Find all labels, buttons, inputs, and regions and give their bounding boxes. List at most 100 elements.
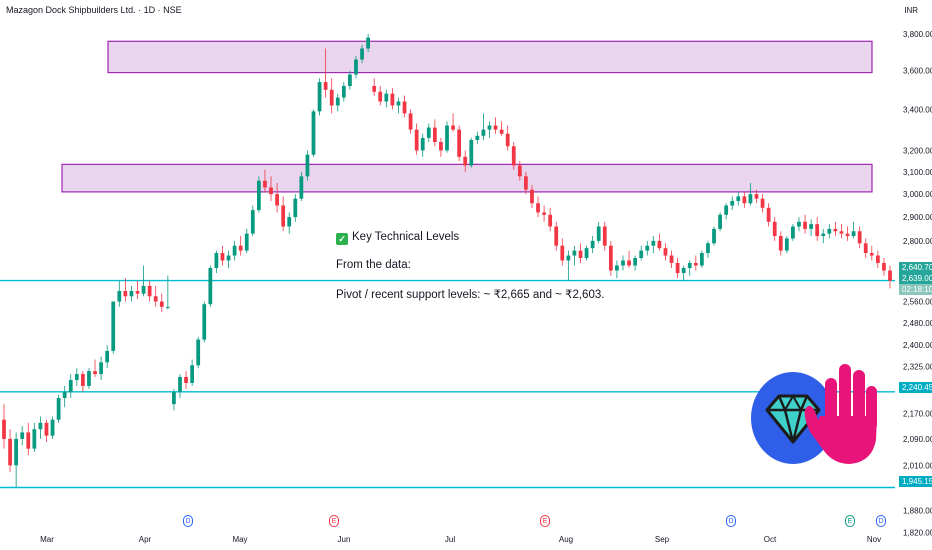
annotation-heading: Key Technical Levels: [352, 231, 460, 243]
candle-body: [432, 127, 437, 143]
event-marker[interactable]: E: [329, 515, 339, 527]
candle-body: [390, 93, 395, 106]
candle-body: [457, 129, 462, 157]
candle-body: [627, 260, 631, 266]
x-axis: Mar Apr May Jun Jul Aug Sep Oct Nov: [40, 535, 881, 544]
candle-body: [748, 194, 753, 204]
y-tick-label: 2,800.00: [903, 237, 932, 246]
candle-body: [590, 240, 595, 249]
x-tick-label: Jun: [338, 535, 351, 544]
event-marker[interactable]: E: [540, 515, 550, 527]
candle-body: [153, 296, 158, 302]
candle-body: [730, 200, 735, 206]
candle-body: [335, 97, 340, 106]
event-marker[interactable]: D: [876, 515, 886, 527]
candle-body: [803, 221, 807, 229]
candle-body: [524, 176, 528, 190]
y-tick-label: 3,800.00: [903, 30, 932, 39]
candle-body: [615, 265, 619, 271]
candle-body: [754, 194, 759, 199]
candle-body: [263, 180, 267, 188]
event-marker[interactable]: D: [726, 515, 736, 527]
candle-body: [542, 212, 546, 215]
candle-body: [536, 203, 540, 213]
x-tick-label: Oct: [764, 535, 777, 544]
candle-body: [481, 129, 486, 136]
candle-body: [159, 301, 164, 307]
event-marker[interactable]: D: [183, 515, 193, 527]
candle-body: [184, 376, 188, 383]
candle-body: [26, 432, 31, 449]
annotation-heading-row: ✓ Key Technical Levels: [336, 231, 459, 245]
candle-body: [141, 285, 146, 294]
candle-body: [50, 419, 55, 436]
y-tick-label: 2,400.00: [903, 341, 932, 350]
candle-body: [111, 301, 116, 351]
candle-body: [68, 379, 73, 392]
x-tick-label: Sep: [655, 535, 670, 544]
x-tick-label: Apr: [139, 535, 152, 544]
candle-body: [408, 113, 413, 130]
candles: [2, 34, 892, 488]
candle-body: [578, 250, 583, 259]
x-tick-label: Jul: [445, 535, 455, 544]
candle-body: [875, 255, 880, 263]
x-tick-label: Aug: [559, 535, 573, 544]
event-marker[interactable]: E: [845, 515, 855, 527]
y-tick-label: 1,880.00: [903, 507, 932, 516]
candle-body: [681, 267, 686, 274]
candle-body: [244, 233, 249, 251]
candle-body: [348, 74, 352, 86]
candle-body: [475, 135, 480, 140]
candle-body: [845, 233, 850, 237]
y-tick-label: 2,170.00: [903, 409, 932, 418]
candle-body: [633, 258, 638, 266]
candle-body: [105, 350, 110, 363]
candle-body: [693, 262, 698, 266]
candle-body: [699, 253, 704, 266]
candle-body: [772, 221, 777, 237]
candle-body: [238, 245, 243, 251]
candle-body: [372, 85, 377, 92]
candle-body: [172, 391, 176, 405]
candle-body: [311, 111, 316, 155]
candle-body: [287, 217, 292, 227]
candle-body: [548, 214, 553, 227]
candle-body: [839, 231, 844, 234]
candle-body: [669, 255, 674, 263]
candle-body: [220, 253, 225, 261]
candle-body: [463, 156, 468, 166]
candle-body: [74, 374, 79, 380]
candle-body: [208, 267, 213, 305]
y-tick-label: 2,480.00: [903, 319, 932, 328]
candle-body: [8, 438, 12, 466]
y-tick-label: 3,600.00: [903, 67, 932, 76]
candle-body: [833, 228, 838, 232]
candle-body: [784, 238, 789, 251]
resistance-zone: [107, 40, 873, 74]
candle-body: [226, 255, 231, 261]
candle-body: [99, 362, 103, 375]
candle-body: [712, 228, 716, 244]
y-tick-label: 2,900.00: [903, 213, 932, 222]
candle-body: [608, 245, 613, 271]
resistance-zones: [61, 40, 873, 193]
candle-body: [718, 214, 722, 229]
candle-body: [299, 176, 304, 199]
candle-body: [354, 59, 358, 75]
candle-body: [378, 91, 383, 102]
candle-body: [323, 82, 328, 90]
candle-body: [190, 365, 195, 383]
annotation-line-1: From the data:: [336, 259, 411, 271]
candle-body: [584, 248, 589, 259]
candle-body: [821, 233, 826, 237]
candle-body: [815, 224, 820, 237]
y-tick-label: 2,560.00: [903, 298, 932, 307]
candle-body: [281, 205, 286, 227]
candle-body: [32, 429, 37, 449]
candle-body: [81, 374, 85, 386]
y-tick-label: 3,000.00: [903, 190, 932, 199]
candle-body: [20, 432, 25, 439]
candle-body: [2, 419, 6, 439]
